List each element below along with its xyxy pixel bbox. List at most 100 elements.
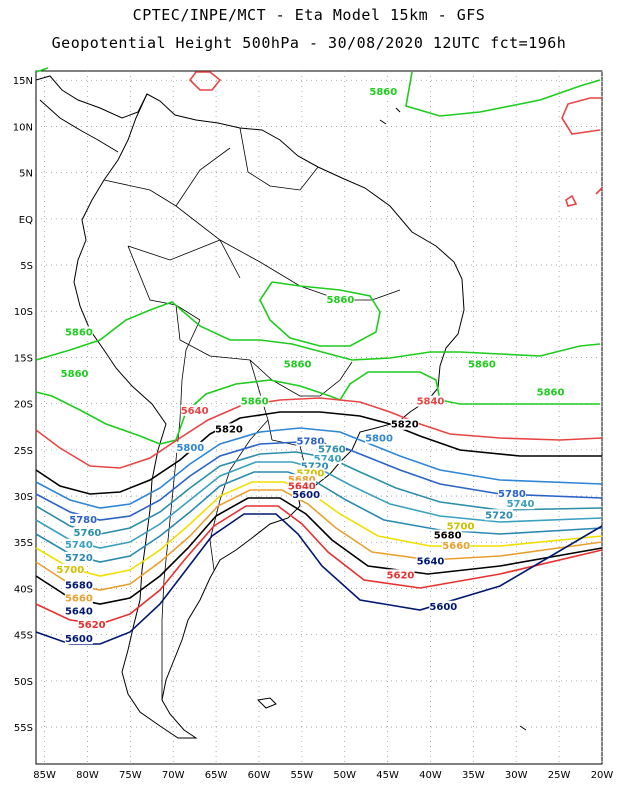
contour-label: 5700 — [447, 521, 475, 532]
contour-label: 5640 — [288, 482, 316, 493]
contour-label: 5860 — [284, 360, 312, 371]
lon-tick-label: 85W — [33, 770, 56, 781]
contour-5860-brazil — [259, 281, 381, 347]
contour-label-bg — [180, 404, 209, 416]
contour-label-bg — [176, 441, 205, 453]
contour-label-bg — [214, 423, 243, 435]
contour-label-bg — [287, 474, 316, 486]
contour-5800 — [35, 427, 603, 509]
contour-label: 5740 — [507, 499, 535, 510]
contour-label-bg — [506, 498, 535, 510]
contour-label: 5640 — [181, 406, 209, 417]
contour-label: 5860 — [468, 360, 496, 371]
contour-5860-ne — [35, 67, 49, 73]
contour-5880-small — [565, 187, 603, 207]
contour-5760 — [35, 451, 603, 535]
contour-5640 — [35, 505, 603, 625]
contour-label: 5600 — [292, 490, 320, 501]
contour-label-bg — [77, 619, 106, 631]
chart-subtitle: Geopotential Height 500hPa - 30/08/2020 … — [51, 34, 567, 52]
lat-tick-label: 15N — [13, 76, 33, 87]
contour-label: 5820 — [391, 420, 419, 431]
contour-label-bg — [416, 555, 445, 567]
contour-label: 5600 — [429, 602, 457, 613]
contour-label-bg — [386, 569, 415, 581]
contour-label-bg — [283, 358, 312, 370]
contour-label: 5800 — [176, 443, 204, 454]
contour-label-bg — [300, 460, 329, 472]
contour-label: 5620 — [78, 620, 106, 631]
contour-label: 5860 — [537, 387, 565, 398]
lon-tick-label: 20W — [591, 770, 614, 781]
contour-label: 5620 — [387, 570, 415, 581]
lon-tick-label: 65W — [205, 770, 228, 781]
axis-ticks: 15N 10N 5N EQ 5S 10S 15S 20S 25S 30S 35S 40S 45S 50S 5… — [13, 76, 614, 781]
contour-label: 5860 — [241, 397, 269, 408]
lon-tick-label: 75W — [119, 770, 142, 781]
contour-label: 5680 — [434, 531, 462, 542]
lat-lon-grid — [36, 71, 603, 764]
contour-label-bg — [64, 592, 93, 604]
height-contours — [35, 67, 603, 645]
lat-tick-label: 20S — [14, 400, 33, 411]
contour-label-bg — [416, 395, 445, 407]
contour-5720 — [35, 471, 603, 563]
contour-label-bg — [60, 367, 89, 379]
contour-label-bg — [296, 435, 325, 447]
lat-tick-label: 15S — [14, 353, 33, 364]
contour-label-bg — [240, 395, 269, 407]
contour-5740 — [35, 461, 603, 549]
contour-label-bg — [64, 551, 93, 563]
contour-label-bg — [73, 526, 102, 538]
contour-label-bg — [429, 600, 458, 612]
lon-tick-label: 40W — [419, 770, 442, 781]
contour-label: 5780 — [297, 436, 325, 447]
contour-5880-atlantic — [561, 97, 602, 135]
lat-tick-label: 40S — [14, 584, 33, 595]
contour-label: 5740 — [65, 540, 93, 551]
caribbean-islands — [379, 107, 527, 731]
contour-label: 5720 — [65, 553, 93, 564]
contour-label: 5760 — [74, 528, 102, 539]
contour-label-bg — [390, 418, 419, 430]
contour-label-bg — [433, 529, 462, 541]
contour-label: 5600 — [65, 634, 93, 645]
lat-tick-label: 30S — [14, 492, 33, 503]
contour-5840 — [35, 397, 603, 469]
falkland-islands — [256, 697, 277, 709]
contour-label: 5860 — [61, 369, 89, 380]
lon-tick-label: 60W — [248, 770, 271, 781]
contour-5860-inner — [35, 301, 601, 361]
lat-tick-label: 45S — [14, 631, 33, 642]
lon-tick-label: 50W — [333, 770, 356, 781]
contour-label: 5740 — [314, 454, 342, 465]
lat-tick-label: 5N — [19, 169, 33, 180]
lat-tick-label: 10N — [13, 122, 33, 133]
contour-label-bg — [365, 432, 394, 444]
contour-label-bg — [64, 579, 93, 591]
contour-label: 5800 — [365, 434, 393, 445]
lon-tick-label: 70W — [162, 770, 185, 781]
lon-tick-label: 80W — [76, 770, 99, 781]
lon-tick-label: 25W — [548, 770, 571, 781]
contour-label-bg — [292, 488, 321, 500]
contour-label: 5640 — [417, 556, 445, 567]
contour-label-bg — [536, 386, 565, 398]
contour-label: 5860 — [369, 87, 397, 98]
contour-5680 — [35, 489, 603, 591]
lat-tick-label: 5S — [20, 261, 33, 272]
contour-label: 5840 — [417, 397, 445, 408]
map-frame — [35, 70, 603, 765]
contour-label-bg — [497, 488, 526, 500]
contour-label-bg — [64, 538, 93, 550]
contour-label: 5820 — [215, 424, 243, 435]
contour-label-bg — [64, 605, 93, 617]
contour-label: 5700 — [56, 565, 84, 576]
lon-tick-label: 30W — [505, 770, 528, 781]
contour-label: 5720 — [301, 461, 329, 472]
contour-label: 5860 — [65, 327, 93, 338]
south-america-coast — [73, 93, 465, 739]
contour-label: 5780 — [69, 515, 97, 526]
contour-label: 5860 — [327, 295, 355, 306]
